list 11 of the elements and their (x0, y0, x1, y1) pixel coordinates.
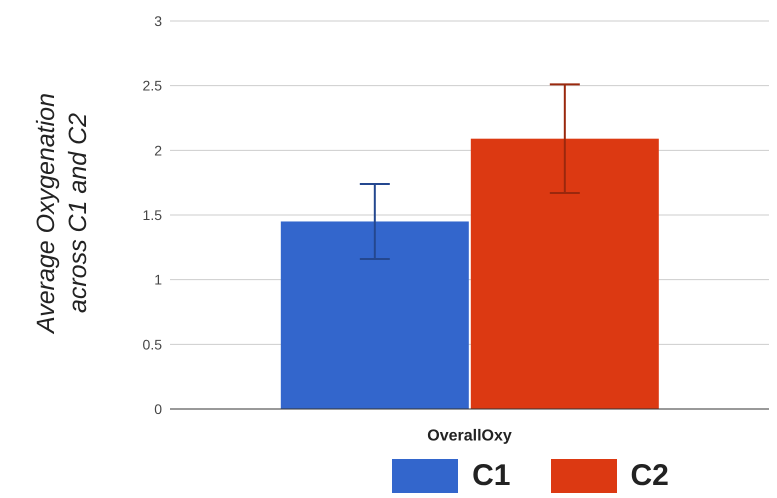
y-tick-label: 2 (154, 142, 162, 158)
y-tick-label: 1.5 (142, 206, 162, 223)
y-tick-label: 1 (154, 272, 162, 288)
y-tick-label: 0.5 (142, 336, 162, 352)
legend-label: C1 (472, 459, 510, 493)
y-tick-label: 3 (154, 12, 162, 29)
y-tick-label: 2.5 (142, 78, 162, 94)
y-tick-label: 0 (154, 400, 162, 417)
x-tick-label: OverallOxy (427, 427, 512, 444)
legend-label: C2 (630, 459, 669, 493)
y-axis-title: Average Oxygenation across C1 and C2 (32, 93, 92, 335)
